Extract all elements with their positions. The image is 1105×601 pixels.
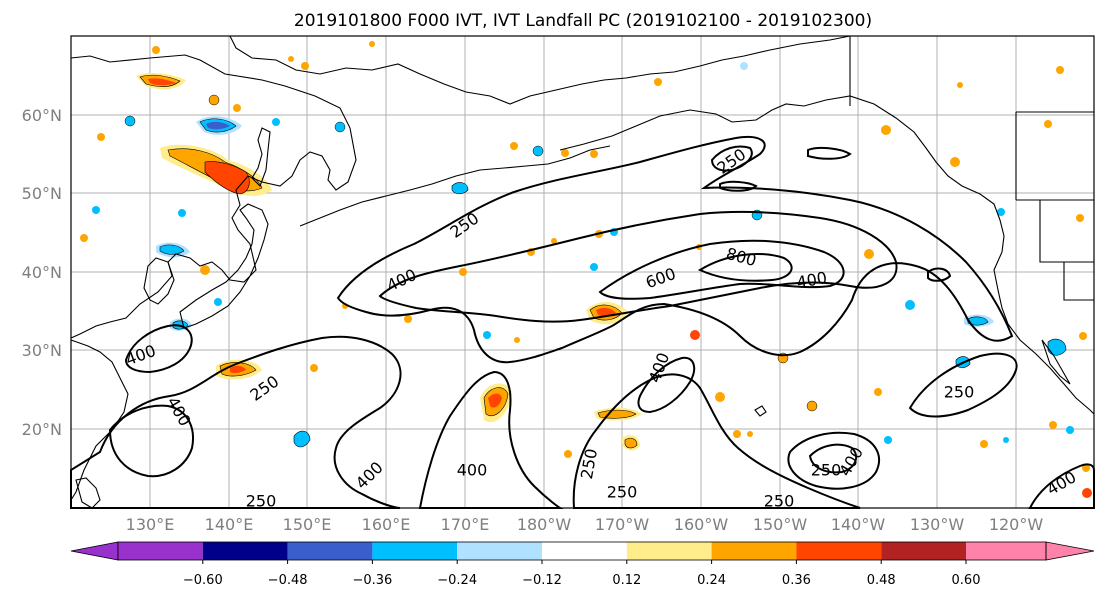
lon-label-160e: 160°E: [362, 515, 411, 534]
lat-label-20n: 20°N: [22, 420, 62, 439]
positive-anomaly-patch: [136, 73, 186, 90]
ivt-contour-250: [787, 431, 881, 490]
colorbar-frame: [117, 541, 1047, 561]
china-coastline: [70, 339, 129, 501]
contour-label: 250: [764, 492, 795, 511]
contour-label: 250: [607, 483, 638, 502]
aleutian-islands: [299, 145, 611, 227]
negative-anomaly-patch: [451, 182, 469, 195]
coastlines: [70, 35, 1095, 509]
ivt-contour-250: [927, 267, 952, 282]
colorbar-segment: [118, 542, 203, 560]
colorbar-tick-label: −0.12: [522, 573, 562, 588]
negative-anomaly-patch: [196, 116, 242, 135]
lon-label-130w: 130°W: [910, 515, 965, 534]
lon-label-160w: 160°W: [674, 515, 729, 534]
ivt-contour-250: [719, 180, 758, 192]
negative-anomaly-patch: [1047, 338, 1067, 356]
lon-label-150w: 150°W: [753, 515, 808, 534]
ivt-contour-600: [598, 239, 845, 300]
ivt-contour-400: [108, 404, 194, 478]
lat-label-50n: 50°N: [22, 184, 62, 203]
sakhalin-coastline: [251, 127, 271, 187]
colorbar-ticks: [202, 560, 967, 564]
ivt-contour-250: [572, 373, 861, 509]
ivt-contour-250: [710, 145, 753, 172]
colorbar: −0.60 −0.48 −0.36 −0.24 −0.12 0.12 0.24 …: [70, 541, 1095, 588]
ivt-contour-400: [808, 443, 858, 474]
ivt-contour-250: [336, 136, 1014, 364]
colorbar-segment: [626, 542, 712, 560]
longitude-labels: 130°E 140°E 150°E 160°E 170°E 180°W 170°…: [126, 515, 1044, 534]
colorbar-tick-label: 0.12: [612, 573, 641, 588]
lat-label-60n: 60°N: [22, 106, 62, 125]
lat-label-40n: 40°N: [22, 263, 62, 282]
negative-anomaly-patch: [293, 430, 311, 448]
negative-anomaly-patch: [156, 242, 190, 258]
lon-label-120w: 120°W: [989, 515, 1044, 534]
lon-label-150e: 150°E: [283, 515, 332, 534]
latitude-labels: 60°N 50°N 40°N 30°N 20°N: [22, 106, 62, 439]
map-frame: [70, 35, 1095, 509]
lon-label-170e: 170°E: [441, 515, 490, 534]
japan-coastline: [179, 203, 269, 329]
colorbar-segment: [881, 542, 966, 560]
colorbar-extend-high: [1045, 541, 1095, 561]
hawaii-islands: [754, 405, 767, 417]
siberia-coastline: [229, 35, 851, 105]
figure-title: 2019101800 F000 IVT, IVT Landfall PC (20…: [294, 11, 872, 31]
ivt-contour-800: [697, 253, 793, 282]
contour-label: 400: [457, 461, 488, 480]
contour-label: 250: [944, 383, 975, 402]
colorbar-segment: [711, 542, 797, 560]
colorbar-tick-label: −0.48: [268, 573, 308, 588]
positive-anomaly-patch: [622, 435, 640, 451]
philippines-coastline: [75, 477, 101, 509]
map-panel: 250 250 400 600 800 400 400 400 250 250 …: [70, 35, 1095, 511]
colorbar-segment: [287, 542, 373, 560]
colorbar-segment: [372, 542, 458, 560]
lon-label-180w: 180°W: [517, 515, 572, 534]
colorbar-segment: [796, 542, 882, 560]
us-canada-border: [849, 36, 1094, 301]
colorbar-extend-low: [70, 541, 119, 561]
colorbar-tick-label: −0.60: [183, 573, 223, 588]
colorbar-tick-label: 0.60: [952, 573, 981, 588]
colorbar-tick-labels: −0.60 −0.48 −0.36 −0.24 −0.12 0.12 0.24 …: [183, 573, 981, 588]
contour-label: 250: [811, 461, 842, 480]
lon-label-130e: 130°E: [126, 515, 175, 534]
korea-coastline: [143, 257, 175, 305]
ivt-contour-400: [637, 356, 696, 414]
positive-anomaly-patch: [480, 383, 512, 423]
colorbar-segment: [966, 542, 1046, 560]
ivt-contour-250: [70, 335, 402, 509]
ivt-contour-400: [124, 324, 193, 374]
colorbar-tick-label: 0.48: [867, 573, 896, 588]
positive-anomaly-patch: [160, 144, 272, 196]
colorbar-tick-label: 0.36: [782, 573, 811, 588]
lon-label-170w: 170°W: [595, 515, 650, 534]
baja-california-coastline: [1041, 339, 1071, 385]
colorbar-segment: [457, 542, 542, 560]
ivt-contour-400: [378, 210, 898, 323]
colorbar-tick-label: 0.24: [697, 573, 726, 588]
colorbar-tick-label: −0.36: [352, 573, 392, 588]
ivt-contours: [70, 136, 1095, 509]
contour-label: 250: [246, 492, 277, 511]
alaska-coastline: [559, 95, 1001, 221]
colorbar-tick-label: −0.24: [437, 573, 477, 588]
ivt-contour-250: [418, 370, 564, 509]
lon-label-140e: 140°E: [205, 515, 254, 534]
lon-label-140w: 140°W: [831, 515, 886, 534]
ivt-contour-250: [807, 146, 852, 160]
lat-label-30n: 30°N: [22, 341, 62, 360]
positive-anomaly-patch: [216, 359, 262, 380]
colorbar-segment: [542, 542, 627, 560]
north-america-west-coastline: [993, 219, 1095, 415]
ivt-contour-250: [908, 352, 1018, 418]
colorbar-segment: [202, 542, 288, 560]
